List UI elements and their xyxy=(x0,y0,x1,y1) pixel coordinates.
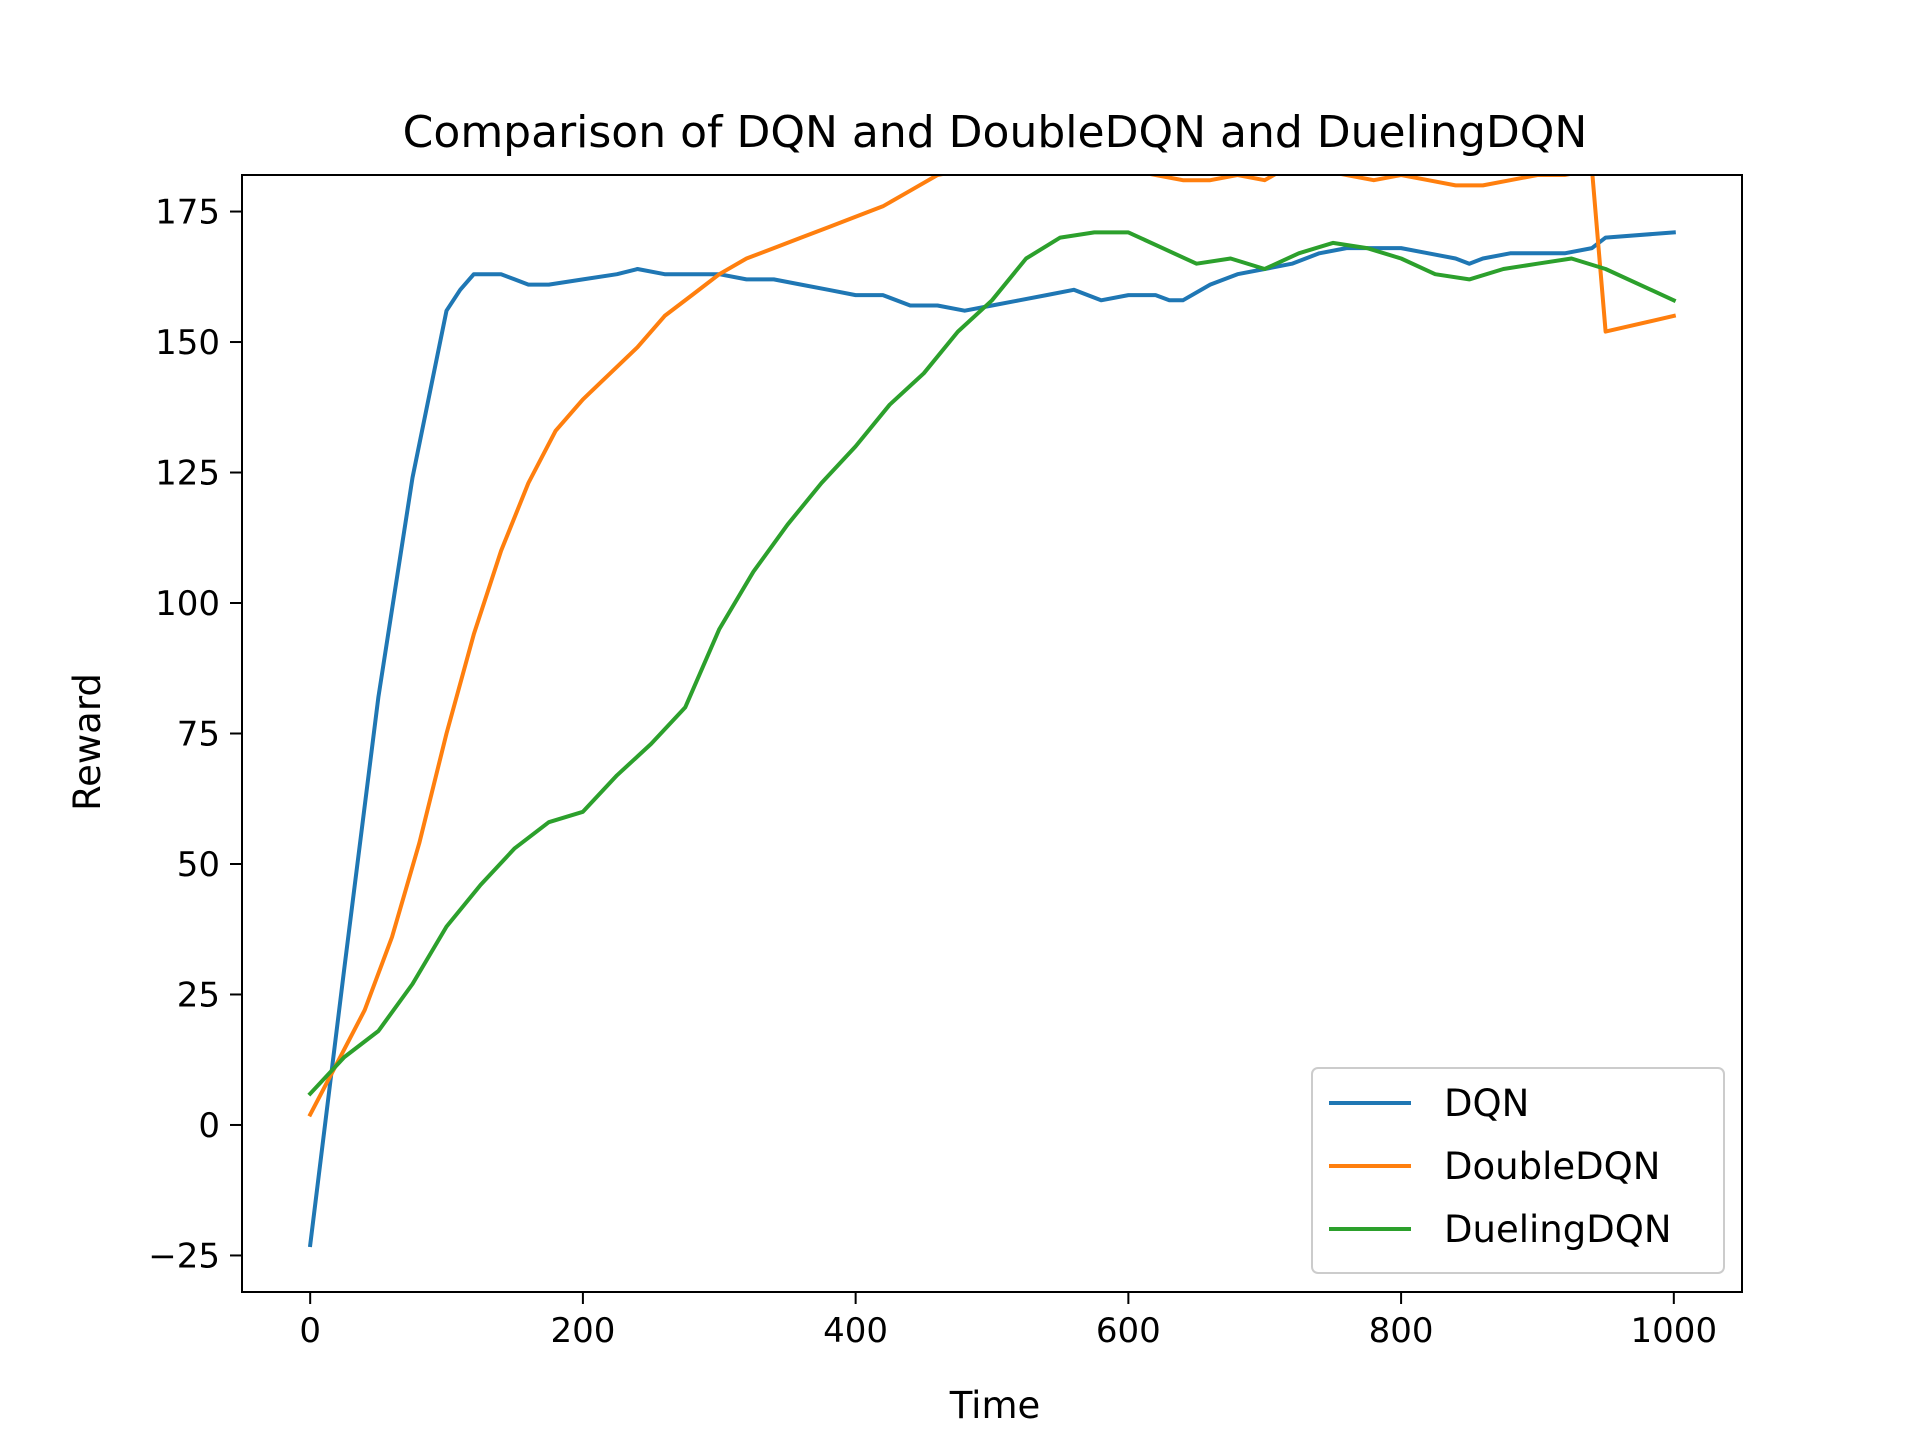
legend: DQN DoubleDQN DuelingDQN xyxy=(1311,1067,1725,1274)
series-line-doubledqn xyxy=(307,175,1677,1118)
axes: 0 200 400 600 800 1000 −25 0 25 50 75 100 125 150 175 xyxy=(148,174,1743,1351)
legend-box xyxy=(1311,1067,1725,1274)
x-axis-title: Time xyxy=(949,1384,1041,1427)
y-tick-label: 150 xyxy=(155,323,220,363)
legend-label-duelingdqn: DuelingDQN xyxy=(1444,1208,1672,1251)
x-tick-label: 600 xyxy=(1096,1311,1161,1351)
y-tick-label: 100 xyxy=(155,584,220,624)
x-tick-label: 200 xyxy=(550,1311,615,1351)
y-tick-label: 175 xyxy=(155,193,220,233)
plot-area xyxy=(307,175,1677,1248)
series-line-dqn xyxy=(307,230,1676,1248)
series-line-duelingdqn xyxy=(307,230,1677,1097)
x-tick-label: 800 xyxy=(1369,1311,1434,1351)
legend-label-doubledqn: DoubleDQN xyxy=(1444,1145,1660,1188)
y-axis-title: Reward xyxy=(66,673,109,811)
y-tick-label: 125 xyxy=(155,454,220,494)
x-tick-label: 1000 xyxy=(1631,1311,1718,1351)
y-tick-label: 0 xyxy=(198,1106,220,1146)
y-tick-label: 50 xyxy=(177,845,220,885)
y-tick-label: −25 xyxy=(148,1236,220,1276)
x-tick-label: 0 xyxy=(299,1311,321,1351)
legend-label-dqn: DQN xyxy=(1444,1082,1529,1125)
y-tick-label: 75 xyxy=(177,715,220,755)
y-tick-label: 25 xyxy=(177,975,220,1015)
chart-title: Comparison of DQN and DoubleDQN and Duel… xyxy=(403,107,1588,158)
x-tick-label: 400 xyxy=(823,1311,888,1351)
